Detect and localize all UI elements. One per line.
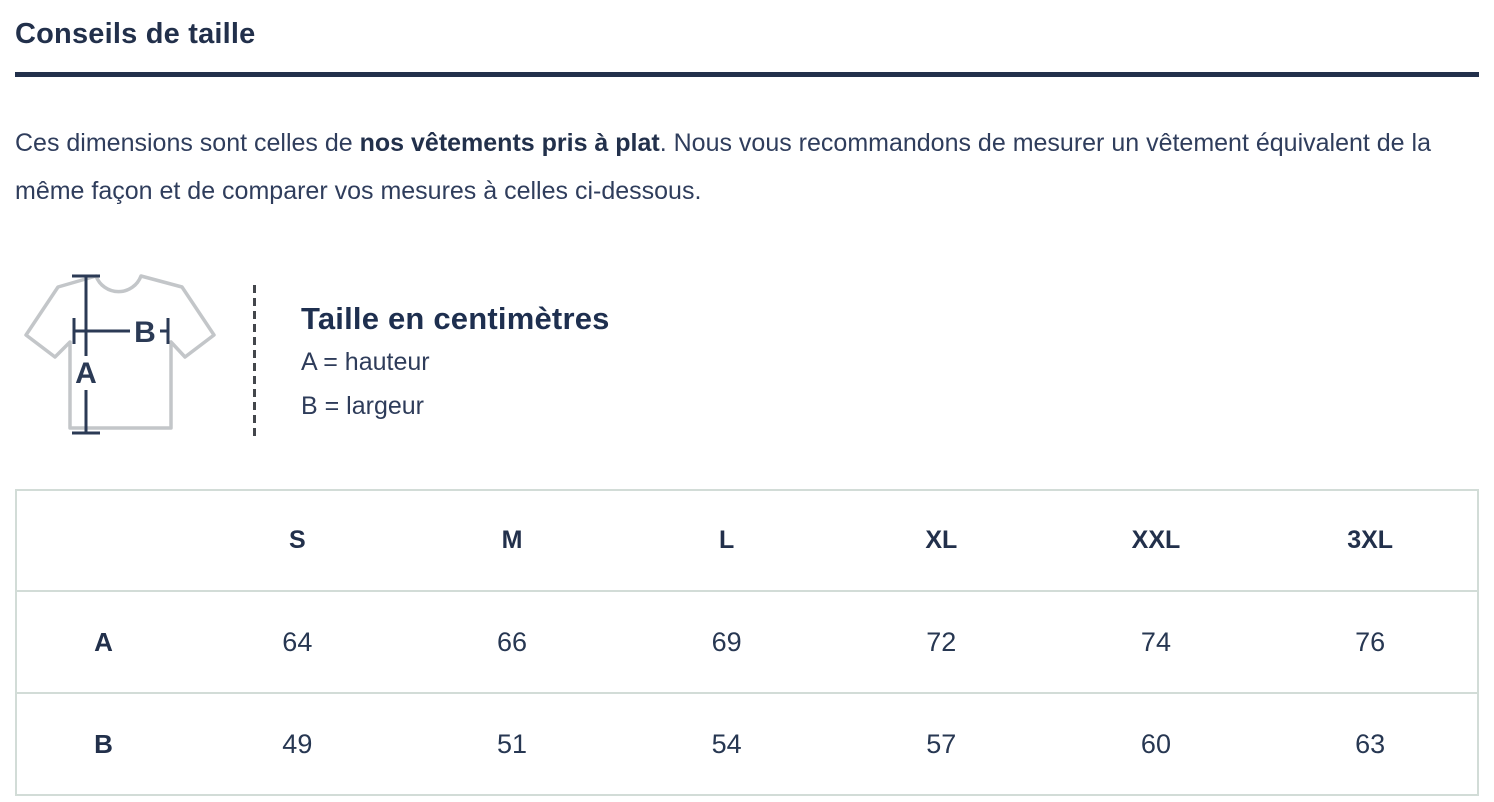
size-value: 66	[496, 626, 527, 657]
size-value: 51	[496, 728, 527, 759]
size-col-header-m: M	[501, 526, 523, 554]
size-value: 64	[282, 626, 313, 657]
size-value: 76	[1355, 626, 1386, 657]
intro-paragraph: Ces dimensions sont celles de nos vêteme…	[15, 119, 1437, 215]
size-value: 74	[1140, 626, 1171, 657]
tshirt-measure-diagram-icon: A B	[24, 274, 216, 435]
table-row-height: A 64 66 69 72 74 76	[16, 591, 1478, 693]
title-divider	[15, 72, 1479, 77]
label-b-backdrop	[130, 313, 160, 347]
legend-a: A = hauteur	[301, 348, 430, 376]
measure-line-a	[72, 274, 100, 435]
row-label-a: A	[94, 626, 113, 657]
intro-text-end: . Nous vous recommandons de mesurer un v…	[15, 129, 1431, 205]
marker-b-label: B	[134, 316, 156, 349]
size-value: 60	[1140, 728, 1171, 759]
size-col-header-3xl: 3XL	[1347, 526, 1394, 554]
size-value: 49	[282, 728, 313, 759]
marker-a-label: A	[75, 357, 97, 390]
measure-info: Taille en centimètres A = hauteur B = la…	[301, 261, 610, 425]
size-value: 57	[926, 728, 957, 759]
size-value: 69	[711, 626, 742, 657]
intro-text-start: Ces dimensions sont celles de	[15, 129, 360, 157]
size-col-header-s: S	[288, 526, 306, 554]
page-title: Conseils de taille	[15, 18, 256, 50]
dashed-divider	[253, 285, 256, 441]
label-a-backdrop	[73, 356, 99, 390]
size-col-header-xxl: XXL	[1131, 526, 1181, 554]
size-table: S M L XL XXL 3XL A 64 66 69 72 74 76 B 4…	[15, 489, 1479, 796]
corner-header-cell	[16, 490, 190, 591]
size-value: 72	[926, 626, 957, 657]
size-col-header-l: L	[719, 526, 735, 554]
legend-b: B = largeur	[301, 392, 424, 420]
measurement-diagram-section: A B Taille en centimètres A = hauteur B …	[15, 261, 1479, 445]
size-col-header-xl: XL	[925, 526, 958, 554]
size-value: 54	[711, 728, 742, 759]
table-row-width: B 49 51 54 57 60 63	[16, 693, 1478, 795]
size-table-header: S M L XL XXL 3XL	[16, 490, 1478, 591]
size-table-body: A 64 66 69 72 74 76 B 49 51 54 57 60 63	[16, 591, 1478, 795]
row-label-b: B	[94, 728, 113, 759]
tshirt-outline	[24, 274, 216, 430]
size-value: 63	[1355, 728, 1386, 759]
measure-heading: Taille en centimètres	[301, 301, 610, 336]
size-table-header-row: S M L XL XXL 3XL	[16, 490, 1478, 591]
intro-text-bold: nos vêtements pris à plat	[359, 129, 660, 157]
